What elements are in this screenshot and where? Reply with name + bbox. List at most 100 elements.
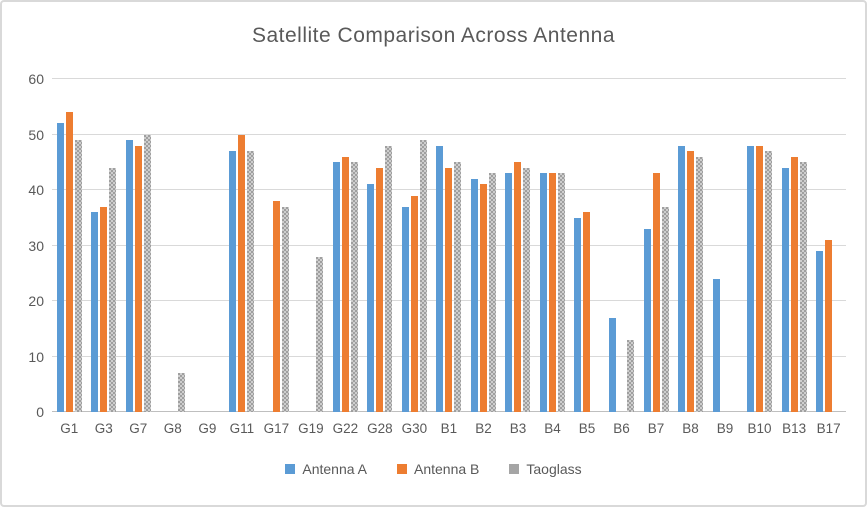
x-label-G28: G28	[367, 421, 393, 436]
x-label-B6: B6	[613, 421, 630, 436]
bar-G11-antenna-a	[229, 151, 237, 412]
bar-B10-taoglass	[765, 151, 773, 412]
x-label-G22: G22	[332, 421, 359, 436]
bar-G30-antenna-b	[410, 195, 418, 412]
bar-B4-antenna-a	[539, 173, 547, 412]
bar-B6-taoglass	[627, 339, 634, 412]
bar-G1-taoglass	[74, 140, 82, 412]
bar-B5-antenna-b	[583, 212, 591, 412]
bar-B13-taoglass	[799, 162, 807, 412]
x-label-G7: G7	[129, 421, 148, 436]
legend-label: Taoglass	[526, 461, 582, 477]
y-tick-label-40: 40	[28, 182, 44, 198]
bar-G8-taoglass	[178, 373, 186, 412]
bar-group-G8	[156, 79, 191, 412]
bar-B1-taoglass	[454, 162, 462, 412]
legend-item-antenna-a: Antenna A	[285, 461, 367, 477]
bar-G22-taoglass	[350, 162, 358, 412]
bar-B6-antenna-a	[609, 317, 616, 412]
bar-B4-antenna-b	[548, 173, 556, 412]
x-label-B2: B2	[475, 421, 492, 436]
bar-G11-antenna-b	[238, 134, 246, 412]
bar-group-G28	[363, 79, 398, 412]
bar-G17-taoglass	[281, 206, 289, 412]
bar-G3-antenna-b	[100, 206, 108, 412]
legend-label: Antenna B	[413, 461, 480, 477]
gridline-50	[52, 133, 846, 135]
plot-area	[52, 78, 846, 412]
x-label-B9: B9	[716, 421, 734, 436]
x-label-G30: G30	[401, 421, 428, 436]
x-label-B1: B1	[440, 421, 458, 436]
bar-B3-antenna-a	[505, 173, 513, 412]
bar-G1-antenna-a	[56, 123, 64, 412]
x-label-G1: G1	[60, 421, 79, 436]
bar-group-G19	[294, 79, 329, 412]
legend-label: Antenna A	[302, 461, 367, 477]
bar-group-B9	[708, 79, 743, 412]
x-axis: G1 G3 G7 G8 G9 G11 G17 G19 G22 G28 G30 B1 B2 B3 B4 B5 B6…	[52, 421, 846, 436]
bar-G3-taoglass	[109, 167, 117, 412]
legend-swatch-icon	[396, 464, 407, 474]
y-tick-label-50: 50	[28, 126, 44, 143]
bar-G7-taoglass	[143, 134, 151, 412]
bar-G22-antenna-b	[341, 156, 349, 412]
bar-B3-antenna-b	[514, 162, 522, 412]
y-tick-label-30: 30	[28, 237, 44, 254]
bar-B10-antenna-a	[747, 145, 755, 412]
bar-G28-taoglass	[385, 145, 393, 412]
x-label-G8: G8	[163, 421, 182, 436]
bar-group-B13	[777, 79, 812, 412]
bar-group-G1	[52, 79, 87, 412]
bar-B3-taoglass	[523, 167, 531, 412]
bar-B5-antenna-a	[574, 217, 582, 412]
bar-group-B10	[742, 79, 777, 412]
bar-B13-antenna-b	[790, 156, 798, 412]
bar-group-G7	[121, 79, 156, 412]
bar-group-G11	[225, 79, 260, 412]
x-label-B13: B13	[782, 421, 807, 436]
bar-group-G9	[190, 79, 225, 412]
bar-G7-antenna-a	[125, 140, 133, 412]
bar-group-G30	[397, 79, 432, 412]
bar-group-B4	[535, 79, 570, 412]
bar-G19-taoglass	[316, 256, 324, 412]
y-tick-label-20: 20	[28, 293, 44, 309]
bar-B8-antenna-a	[678, 145, 686, 412]
y-tick-label-10: 10	[28, 348, 44, 365]
bar-G28-antenna-a	[367, 184, 375, 412]
legend-item-taoglass: Taoglass	[509, 461, 582, 477]
bar-group-B6	[604, 79, 639, 412]
bar-group-B1	[432, 79, 467, 412]
bar-B2-antenna-a	[470, 178, 478, 412]
x-label-B8: B8	[682, 421, 699, 436]
x-label-B4: B4	[544, 421, 561, 436]
bar-B1-antenna-b	[445, 167, 453, 412]
bar-B4-taoglass	[557, 173, 565, 412]
bar-B8-taoglass	[696, 156, 704, 412]
x-label-G3: G3	[94, 421, 113, 436]
bar-G7-antenna-b	[134, 145, 142, 412]
y-tick-label-60: 60	[28, 71, 44, 87]
bar-B13-antenna-a	[781, 167, 789, 412]
bar-G3-antenna-a	[91, 212, 99, 412]
bar-G30-taoglass	[419, 140, 427, 412]
bar-group-G3	[87, 79, 122, 412]
x-label-B17: B17	[816, 421, 841, 436]
bar-G1-antenna-b	[65, 112, 73, 412]
bar-group-G22	[328, 79, 363, 412]
bar-B2-taoglass	[488, 173, 496, 412]
bar-group-B3	[501, 79, 536, 412]
legend-swatch-icon	[509, 464, 520, 474]
legend-swatch-icon	[285, 464, 296, 474]
gridline-60	[52, 78, 846, 79]
bar-group-B2	[466, 79, 501, 412]
bar-group-B17	[811, 79, 846, 412]
x-label-G11: G11	[229, 421, 255, 436]
bar-G17-antenna-b	[272, 201, 280, 412]
bar-group-G17	[259, 79, 294, 412]
y-tick-label-0: 0	[36, 404, 44, 420]
bar-G22-antenna-a	[332, 162, 340, 412]
x-label-B7: B7	[647, 421, 665, 436]
bar-B17-antenna-a	[816, 251, 824, 412]
